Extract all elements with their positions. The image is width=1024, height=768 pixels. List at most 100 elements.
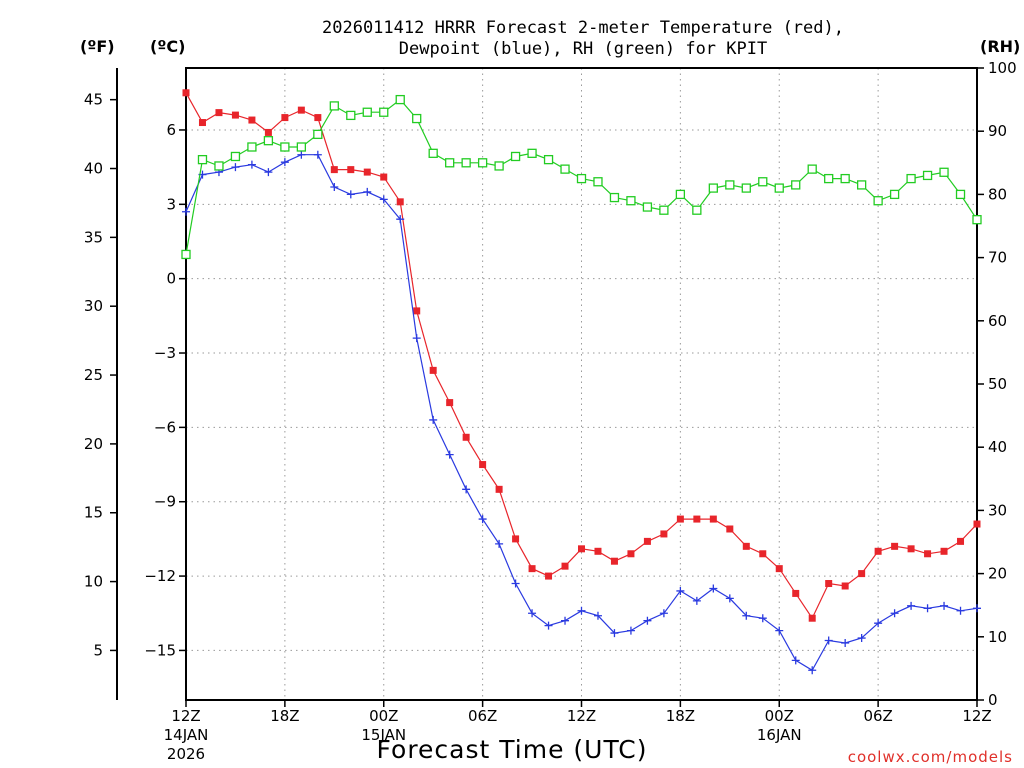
data-point-dewpoint [626, 626, 635, 635]
data-point-dewpoint [940, 601, 949, 610]
time-tick-label: 12Z [567, 707, 596, 725]
fahrenheit-unit-label: (ºF) [80, 37, 115, 56]
data-point-rh [395, 94, 405, 105]
data-point-rh [725, 180, 735, 190]
date-tick-label: 14JAN [164, 726, 209, 744]
data-point-2-meter-temperature [940, 547, 948, 555]
data-point-2-meter-temperature [561, 562, 569, 570]
celsius-tick-label: −15 [144, 641, 176, 659]
time-tick-label: 00Z [369, 707, 398, 725]
data-point-rh [263, 136, 274, 146]
data-point-2-meter-temperature [198, 119, 206, 127]
data-point-dewpoint [643, 616, 652, 625]
celsius-tick-label: 0 [166, 270, 176, 288]
time-tick-label: 00Z [765, 707, 794, 725]
data-point-rh [774, 183, 784, 193]
data-point-rh [708, 183, 718, 193]
data-point-2-meter-temperature [808, 614, 816, 622]
data-point-dewpoint [874, 619, 883, 628]
data-point-rh [856, 180, 867, 190]
data-point-rh [494, 161, 504, 171]
data-point-rh [560, 164, 570, 174]
data-point-2-meter-temperature [907, 545, 915, 553]
time-tick-label: 06Z [468, 707, 497, 725]
data-point-2-meter-temperature [957, 537, 965, 545]
data-point-2-meter-temperature [297, 106, 305, 114]
data-point-2-meter-temperature [858, 570, 866, 578]
data-point-2-meter-temperature [825, 580, 833, 588]
data-point-dewpoint [544, 621, 553, 630]
data-point-2-meter-temperature [512, 535, 520, 543]
data-point-rh [807, 164, 817, 174]
fahrenheit-tick-label: 45 [84, 91, 103, 109]
data-point-2-meter-temperature [479, 461, 487, 469]
data-point-dewpoint [973, 604, 981, 613]
data-point-dewpoint [775, 626, 784, 635]
rh-tick-label: 30 [988, 501, 1007, 519]
x-axis-label: Forecast Time (UTC) [377, 735, 648, 764]
data-point-dewpoint [725, 594, 734, 603]
data-point-2-meter-temperature [627, 550, 635, 558]
celsius-tick-label: −9 [154, 493, 176, 511]
data-point-dewpoint [742, 611, 751, 620]
data-point-2-meter-temperature [429, 366, 437, 374]
data-point-dewpoint [709, 584, 718, 593]
data-point-dewpoint [247, 160, 256, 169]
series-dewpoint [182, 150, 981, 675]
rh-tick-label: 90 [988, 122, 1007, 140]
data-point-dewpoint [561, 616, 570, 625]
rh-tick-label: 100 [988, 59, 1017, 77]
data-point-rh [412, 113, 422, 124]
data-point-dewpoint [808, 666, 817, 675]
data-point-dewpoint [659, 609, 668, 618]
data-point-2-meter-temperature [248, 116, 256, 124]
data-point-rh [445, 158, 455, 168]
data-point-rh [527, 148, 537, 158]
data-point-2-meter-temperature [314, 114, 322, 122]
data-point-dewpoint [907, 601, 916, 610]
data-point-rh [840, 173, 850, 184]
data-point-2-meter-temperature [528, 565, 536, 573]
data-point-2-meter-temperature [347, 166, 355, 174]
celsius-tick-label: 6 [166, 121, 176, 139]
data-point-rh [791, 180, 801, 190]
data-point-rh [181, 249, 191, 260]
chart-title-line1: 2026011412 HRRR Forecast 2-meter Tempera… [322, 18, 844, 38]
rh-tick-label: 80 [988, 185, 1007, 203]
data-point-dewpoint [593, 611, 602, 620]
time-tick-label: 18Z [666, 707, 695, 725]
data-point-rh [362, 107, 372, 117]
data-point-2-meter-temperature [413, 307, 421, 315]
data-point-dewpoint [182, 207, 190, 216]
year-tick-label: 2026 [167, 745, 205, 763]
data-point-dewpoint [610, 629, 619, 638]
data-point-rh [659, 205, 669, 215]
data-point-dewpoint [280, 158, 289, 167]
data-point-dewpoint [676, 586, 685, 595]
data-point-rh [906, 173, 916, 184]
data-point-rh [692, 205, 702, 215]
data-point-dewpoint [412, 334, 421, 343]
celsius-tick-label: −12 [144, 567, 176, 585]
data-point-rh [280, 142, 290, 152]
data-point-2-meter-temperature [330, 166, 338, 174]
data-point-dewpoint [264, 168, 273, 177]
data-point-dewpoint [956, 606, 965, 615]
data-point-2-meter-temperature [495, 485, 503, 493]
data-point-rh [873, 196, 883, 206]
data-point-2-meter-temperature [676, 515, 684, 523]
data-point-rh [428, 148, 438, 158]
rh-tick-label: 40 [988, 438, 1007, 456]
data-point-2-meter-temperature [182, 89, 190, 97]
data-point-rh [824, 173, 834, 184]
time-tick-label: 12Z [171, 707, 200, 725]
data-point-dewpoint [231, 163, 240, 172]
fahrenheit-tick-label: 40 [84, 160, 103, 178]
data-point-rh [197, 154, 208, 165]
data-point-rh [296, 142, 307, 152]
data-point-2-meter-temperature [643, 537, 651, 545]
data-point-dewpoint [692, 596, 701, 605]
data-point-dewpoint [528, 609, 537, 618]
data-point-2-meter-temperature [792, 589, 800, 597]
